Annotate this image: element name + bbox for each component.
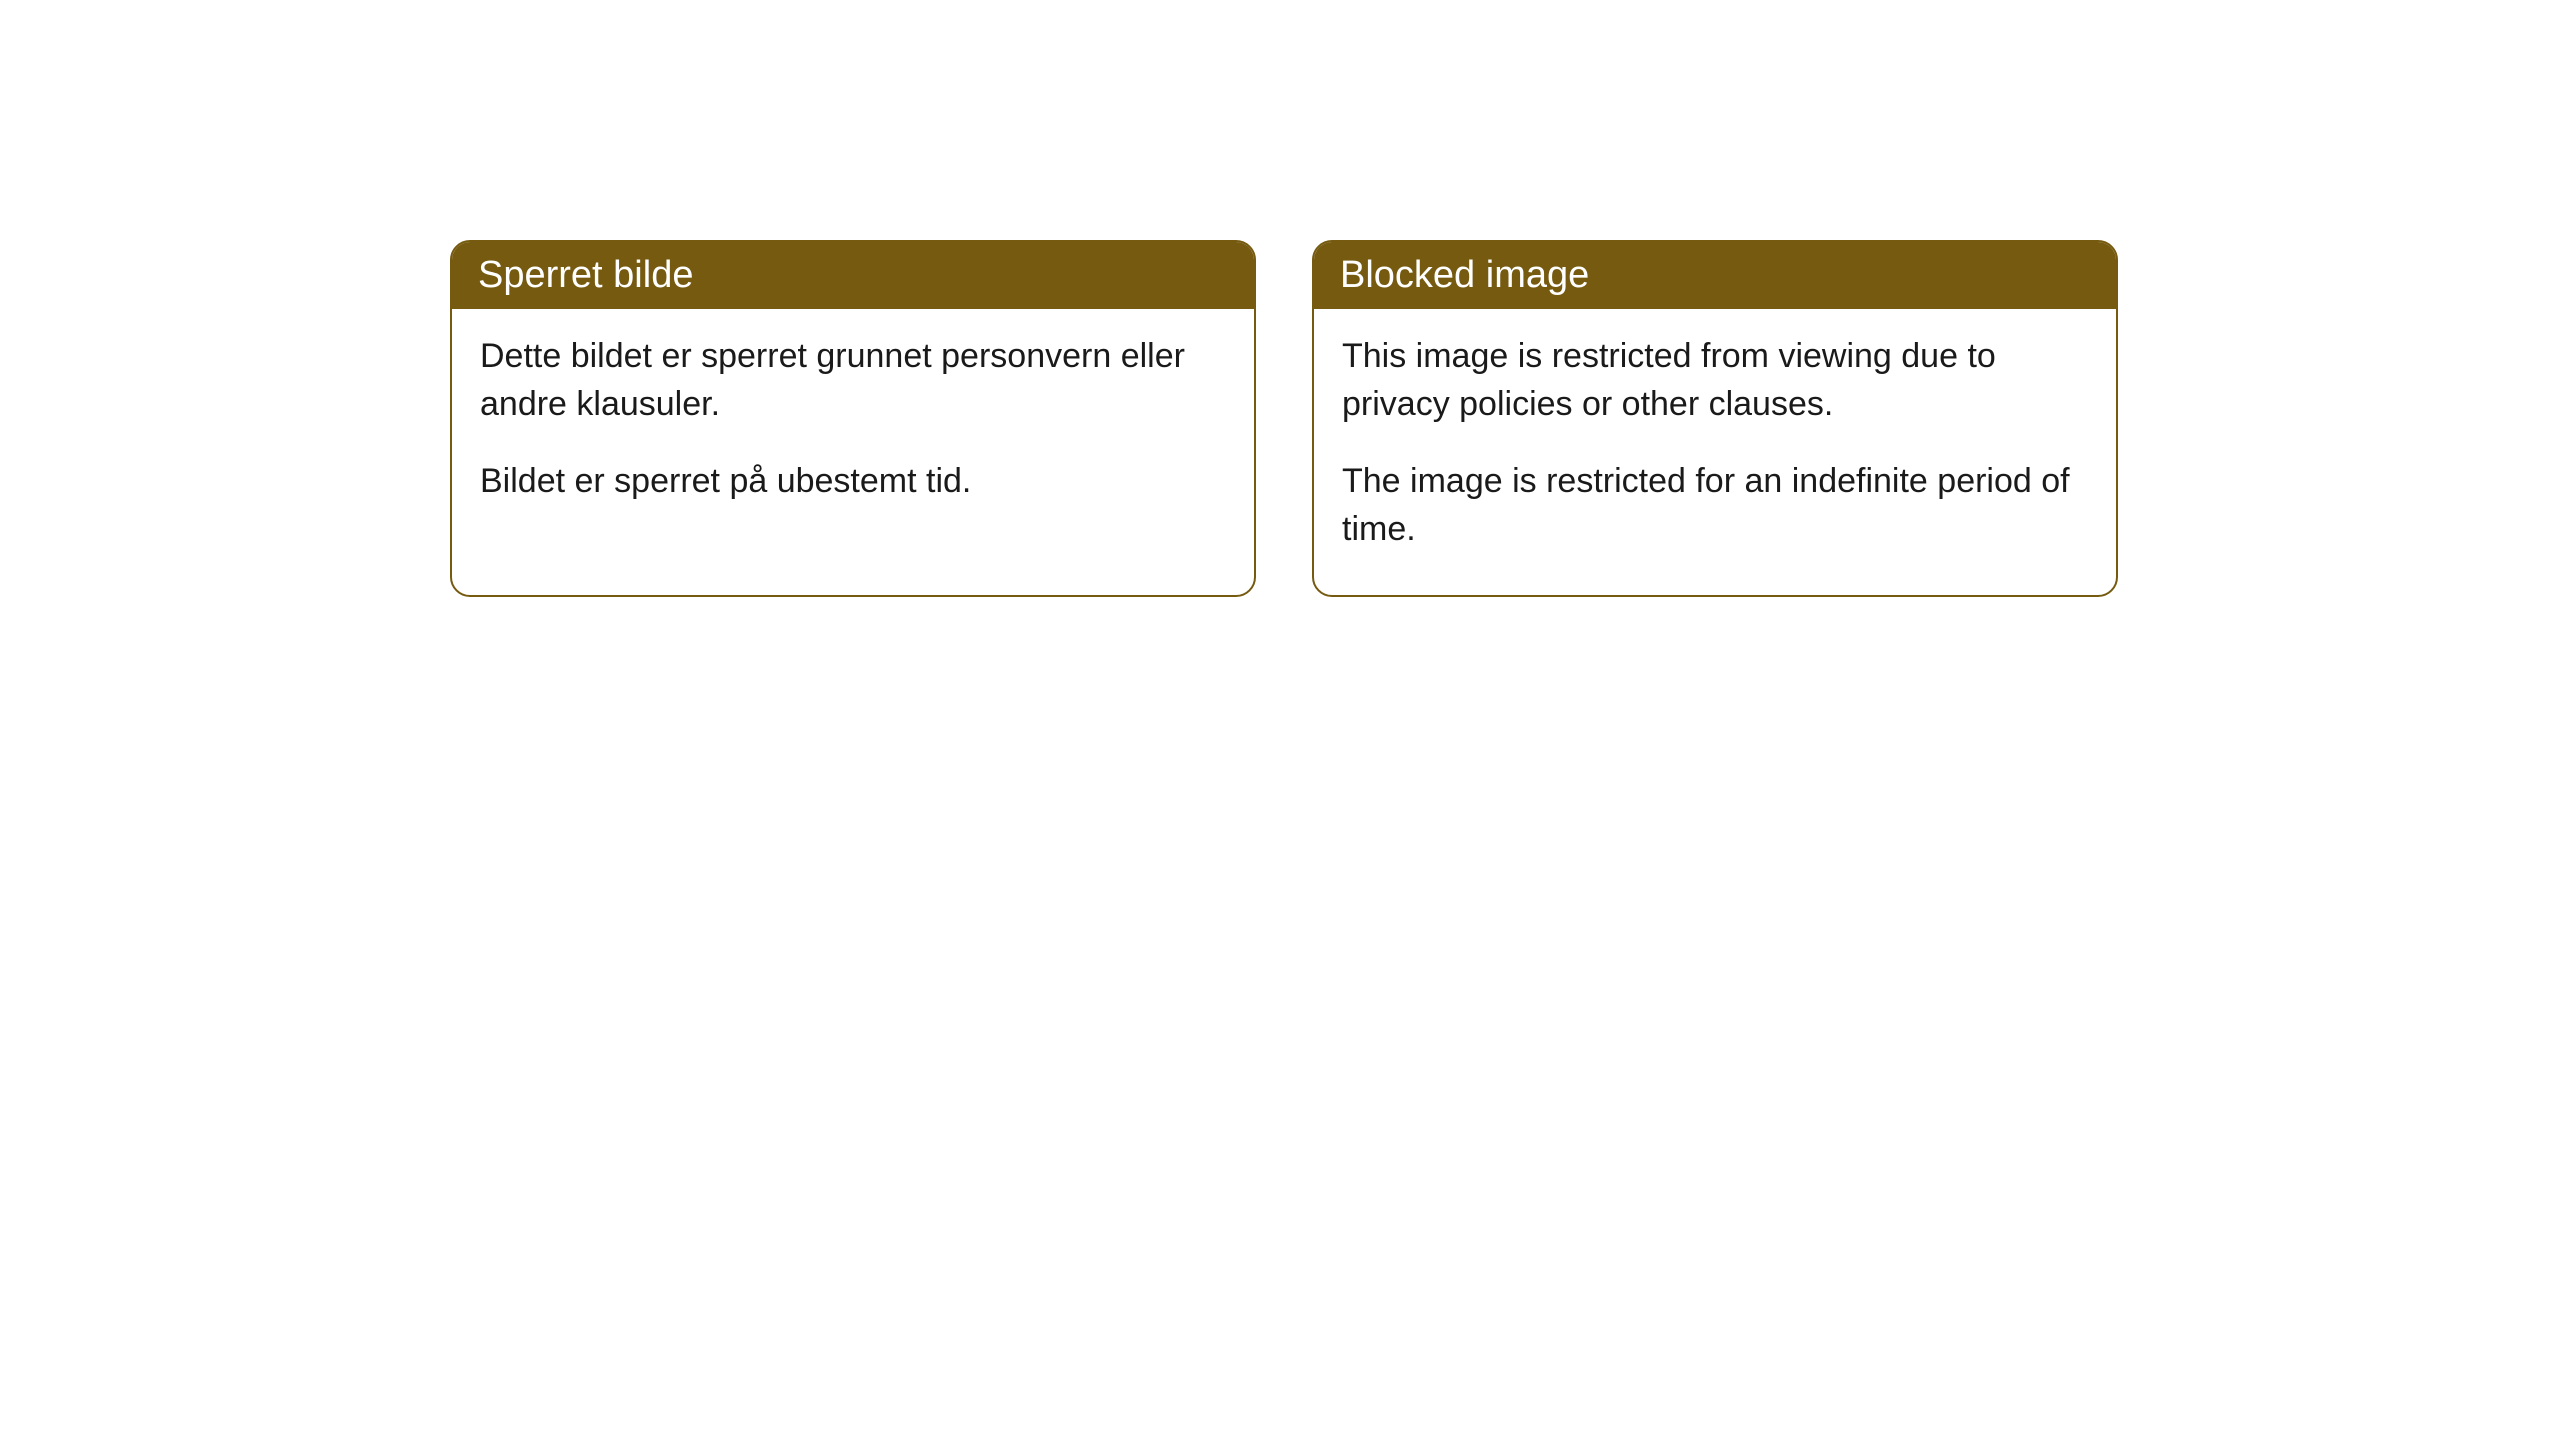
blocked-image-card-english: Blocked image This image is restricted f… [1312, 240, 2118, 597]
card-header-norwegian: Sperret bilde [452, 242, 1254, 309]
blocked-image-card-norwegian: Sperret bilde Dette bildet er sperret gr… [450, 240, 1256, 597]
card-header-english: Blocked image [1314, 242, 2116, 309]
card-paragraph-2: Bildet er sperret på ubestemt tid. [480, 458, 1226, 506]
notice-container: Sperret bilde Dette bildet er sperret gr… [450, 240, 2118, 597]
card-body-norwegian: Dette bildet er sperret grunnet personve… [452, 309, 1254, 548]
card-paragraph-1: This image is restricted from viewing du… [1342, 333, 2088, 428]
card-body-english: This image is restricted from viewing du… [1314, 309, 2116, 595]
card-paragraph-1: Dette bildet er sperret grunnet personve… [480, 333, 1226, 428]
card-title: Blocked image [1340, 254, 1589, 296]
card-paragraph-2: The image is restricted for an indefinit… [1342, 458, 2088, 553]
card-title: Sperret bilde [478, 254, 693, 296]
